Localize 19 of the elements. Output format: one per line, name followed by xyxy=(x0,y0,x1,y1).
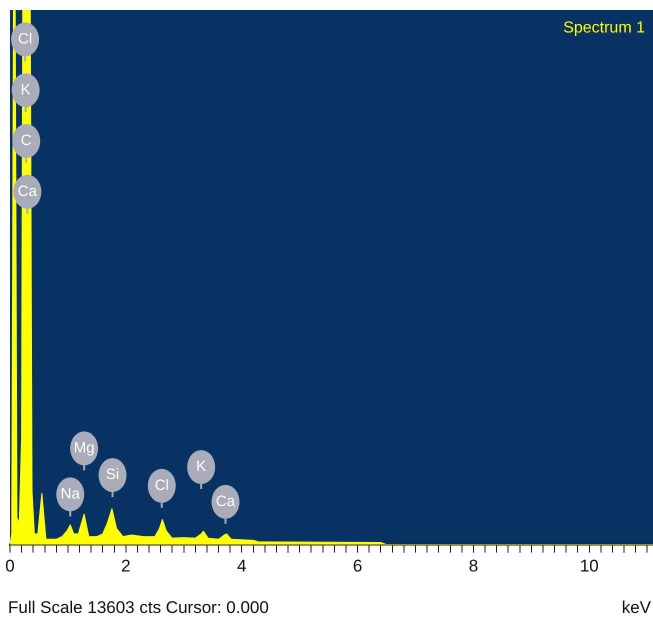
x-tick-label: 2 xyxy=(121,556,131,576)
annotation: K xyxy=(196,458,206,476)
annotation: Ca xyxy=(18,182,38,200)
x-tick-label: 4 xyxy=(236,556,246,576)
text: Spectrum 1 xyxy=(563,19,646,36)
annotation: Cl xyxy=(154,476,169,494)
annotation: C xyxy=(20,132,32,150)
x-tick-label: 8 xyxy=(468,556,478,576)
annotation: Mg xyxy=(74,440,95,457)
text: Full Scale 13603 cts Cursor: 0.000 xyxy=(8,598,269,617)
x-tick-label: 0 xyxy=(5,556,15,576)
annotation: Cl xyxy=(18,30,32,48)
annotation: Ca xyxy=(216,492,236,510)
annotation: Na xyxy=(60,485,80,502)
annotation: Si xyxy=(106,466,120,484)
x-axis-title: keV xyxy=(622,598,652,617)
x-tick-label: 6 xyxy=(352,556,362,576)
x-tick-label: 10 xyxy=(580,556,599,576)
annotation: K xyxy=(20,81,31,98)
